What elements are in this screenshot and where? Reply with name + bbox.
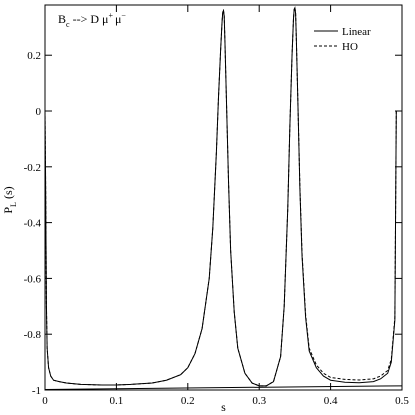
series-line-linear (44, 6, 397, 387)
y-axis-label-tail: (s) (1, 186, 15, 202)
x-tick-label-4: 0.4 (324, 395, 338, 407)
series-layer (44, 6, 403, 390)
y-axis-label: PL (s) (1, 186, 18, 213)
x-ticks: 0 0.1 0.2 0.3 0.4 0.5 (42, 5, 409, 407)
baseline-curve-0 (44, 385, 403, 390)
x-tick-label-5: 0.5 (395, 395, 409, 407)
y-tick-label-2: -0.6 (24, 273, 42, 285)
legend-label-ho: HO (342, 41, 358, 53)
x-axis-label: s (221, 400, 226, 414)
legend: Linear HO (314, 26, 371, 53)
y-tick-label-1: -0.8 (24, 329, 42, 341)
x-tick-label-0: 0 (42, 395, 48, 407)
x-tick-label-2: 0.2 (181, 395, 195, 407)
y-tick-label-4: -0.2 (24, 162, 41, 174)
y-ticks: -1 -0.8 -0.6 -0.4 -0.2 0 0.2 (24, 50, 402, 397)
annotation-minus: − (121, 11, 126, 20)
annotation-base-sub: c (66, 20, 70, 29)
annotation-mu-2: μ (115, 12, 121, 26)
y-tick-label-5: 0 (36, 106, 42, 118)
annotation-plus: + (108, 11, 113, 20)
y-axis-label-sub: L (9, 202, 18, 207)
series-line-ho (44, 6, 397, 387)
y-tick-label-3: -0.4 (24, 218, 42, 230)
legend-label-linear: Linear (342, 26, 371, 38)
x-tick-label-1: 0.1 (110, 395, 124, 407)
plot-frame (44, 4, 403, 391)
x-tick-label-3: 0.3 (252, 395, 266, 407)
annotation-mu-1: μ (102, 12, 108, 26)
y-tick-label-0: -1 (32, 385, 41, 397)
annotation-arrow: --> D (70, 12, 102, 26)
y-tick-label-6: 0.2 (27, 50, 41, 62)
y-axis-label-main: P (1, 207, 15, 214)
decay-annotation: Bc --> D μ+ μ− (58, 11, 126, 29)
annotation-base: B (58, 12, 66, 26)
